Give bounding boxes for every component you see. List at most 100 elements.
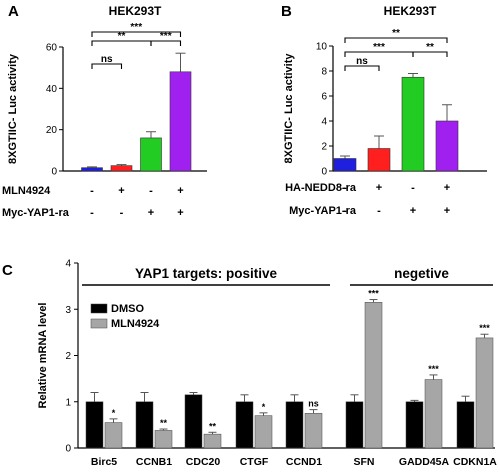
- bar: [456, 401, 475, 449]
- bar: [345, 401, 364, 449]
- significance-label: ***: [479, 323, 490, 333]
- bar: [184, 394, 203, 449]
- significance-label: ns: [101, 54, 113, 65]
- legend-swatch: [90, 318, 108, 329]
- condition-sign: -: [343, 205, 347, 217]
- bar: [475, 337, 494, 449]
- condition-label: HA-NEDD8-ra: [285, 182, 357, 194]
- significance-label: ***: [373, 42, 385, 53]
- bar: [81, 167, 103, 172]
- bar: [435, 120, 459, 172]
- panel-a: A HEK293T 0 20 40 60 8XGTIIC- Luc activity ns **…: [2, 3, 207, 219]
- significance-label: *: [112, 408, 116, 418]
- significance-bracket: [150, 40, 182, 46]
- significance-bracket: [412, 51, 448, 57]
- condition-label: Myc-YAP1-ra: [289, 205, 357, 217]
- condition-sign: -: [149, 185, 153, 197]
- bar: [154, 430, 173, 449]
- condition-label: MLN4924: [2, 185, 51, 197]
- bar: [104, 422, 123, 449]
- bar: [169, 71, 192, 172]
- y-tick-label: 2: [65, 351, 71, 362]
- bar: [285, 401, 304, 449]
- bar: [333, 158, 357, 172]
- condition-sign: -: [343, 182, 347, 194]
- condition-sign: -: [90, 207, 94, 219]
- condition-sign: -: [411, 182, 415, 194]
- y-tick-label: 0: [51, 167, 57, 178]
- chart-title: HEK293T: [109, 4, 162, 18]
- significance-label: **: [209, 421, 217, 431]
- y-tick-label: 10: [316, 42, 328, 53]
- bar: [203, 433, 222, 449]
- x-tick-label: GADD45A: [399, 456, 450, 468]
- condition-sign: +: [177, 185, 183, 197]
- panel-letter: B: [281, 3, 292, 20]
- x-tick-label: CCND1: [286, 456, 322, 468]
- panel-letter: A: [8, 3, 19, 20]
- panel-letter: C: [2, 262, 13, 279]
- bar: [367, 148, 391, 172]
- y-tick-label: 8: [321, 67, 327, 78]
- y-axis-label: 8XGTIIC- Luc activity: [7, 53, 19, 164]
- bar: [401, 76, 425, 172]
- legend-label: MLN4924: [111, 318, 160, 330]
- significance-label: ***: [368, 289, 379, 299]
- x-tick-label: CDKN1A: [453, 456, 497, 468]
- y-tick-label: 4: [65, 259, 71, 270]
- significance-bracket: [91, 31, 182, 37]
- x-tick-label: Birc5: [91, 456, 117, 468]
- condition-sign: +: [177, 207, 183, 219]
- legend-swatch: [90, 303, 108, 314]
- bar: [85, 401, 104, 449]
- condition-sign: -: [90, 185, 94, 197]
- significance-bracket: [91, 63, 123, 69]
- bar: [110, 165, 133, 172]
- panel-b: B HEK293T 0 2 4 6 8 10 8XGTIIC- Luc activity ns **…: [281, 3, 487, 217]
- y-axis-label: Relative mRNA level: [37, 303, 49, 409]
- bar: [140, 137, 162, 172]
- significance-bracket: [344, 37, 448, 43]
- significance-label: ns: [308, 399, 319, 409]
- significance-label: **: [392, 28, 400, 39]
- y-tick-label: 0: [65, 444, 71, 455]
- condition-label: Myc-YAP1-ra: [2, 207, 70, 219]
- x-tick-label: CDC20: [186, 456, 221, 468]
- bar: [424, 379, 443, 449]
- group-label: YAP1 targets: positive: [135, 266, 278, 281]
- chart-title: HEK293T: [384, 4, 437, 18]
- y-tick-label: 6: [321, 92, 327, 103]
- condition-sign: +: [118, 185, 124, 197]
- condition-sign: -: [377, 205, 381, 217]
- condition-sign: -: [120, 207, 124, 219]
- condition-sign: +: [410, 205, 416, 217]
- bar: [235, 401, 254, 449]
- significance-label: ***: [428, 364, 439, 374]
- x-tick-label: CTGF: [240, 456, 269, 468]
- significance-label: **: [160, 418, 168, 428]
- significance-label: ***: [130, 22, 142, 33]
- bar: [254, 415, 273, 449]
- condition-sign: +: [444, 205, 450, 217]
- y-axis-label: 8XGTIIC- Luc activity: [283, 53, 295, 164]
- y-tick-label: 20: [46, 125, 58, 136]
- significance-label: ns: [356, 56, 368, 67]
- bar: [405, 401, 424, 449]
- y-tick-label: 4: [321, 117, 327, 128]
- condition-sign: +: [444, 182, 450, 194]
- bar: [135, 401, 154, 449]
- significance-label: **: [426, 42, 434, 53]
- condition-sign: +: [148, 207, 154, 219]
- y-tick-label: 2: [321, 142, 327, 153]
- legend-label: DMSO: [111, 303, 144, 315]
- y-tick-label: 1: [65, 397, 71, 408]
- y-tick-label: 0: [321, 167, 327, 178]
- significance-label: ***: [160, 31, 172, 42]
- significance-label: *: [262, 402, 266, 412]
- bar: [304, 413, 323, 449]
- y-tick-label: 3: [65, 305, 71, 316]
- group-label: negetive: [394, 266, 449, 281]
- y-tick-label: 60: [46, 43, 58, 54]
- condition-sign: +: [376, 182, 382, 194]
